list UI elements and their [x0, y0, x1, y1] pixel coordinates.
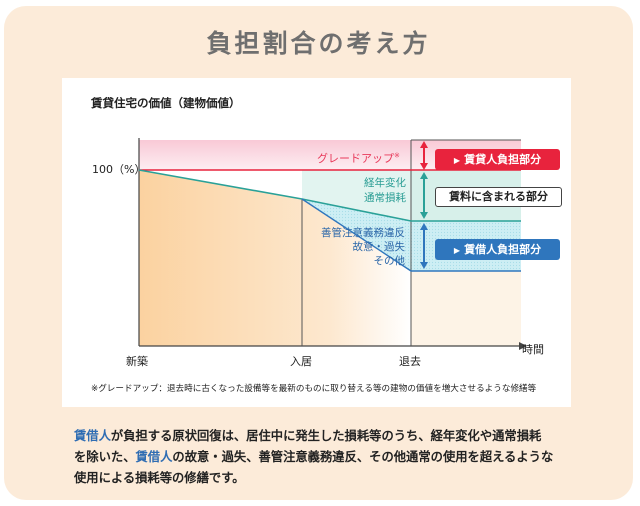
- page-title: 負担割合の考え方: [206, 29, 431, 58]
- play-icon: ▶: [453, 246, 461, 255]
- diagram-title: 賃貸住宅の価値（建物価値）: [91, 96, 241, 110]
- rent-included-tag: 賃料に含まれる部分: [435, 187, 562, 207]
- x-label-move-out: 退去: [399, 355, 421, 368]
- wear-label: 経年変化 通常損耗: [364, 177, 406, 204]
- value-diagram: [138, 138, 527, 350]
- value-decline-line: [138, 169, 521, 222]
- x-axis-arrow-icon: [519, 342, 527, 350]
- teal-double-arrow-icon: [420, 172, 428, 219]
- landlord-share-tag: ▶ 賃貸人負担部分: [435, 149, 560, 170]
- y-axis-label: 100（%）: [92, 163, 146, 176]
- grade-up-label: グレードアップ※: [317, 151, 400, 165]
- violation-label: 善管注意義務違反 故意・過失 その他: [321, 227, 405, 267]
- play-icon: ▶: [453, 156, 461, 165]
- explanation-text: 賃借人が負担する原状回復は、居住中に発生した損耗等のうち、経年変化や通常損耗 を…: [74, 429, 554, 485]
- blue-double-arrow-icon: [420, 223, 428, 269]
- wear-area: [302, 170, 411, 221]
- tenant-share-tag: ▶ 賃借人負担部分: [435, 239, 560, 260]
- background-panel: 負担割合の考え方 賃貸住宅の価値（建物価値）: [4, 6, 633, 500]
- diagram-card: 賃貸住宅の価値（建物価値）: [62, 78, 571, 407]
- x-label-new: 新築: [126, 355, 148, 368]
- violation-decline-line: [301, 198, 521, 272]
- x-label-time: 時間: [522, 343, 544, 356]
- red-double-arrow-icon: [420, 141, 428, 170]
- grade-up-footnote: ※グレードアップ：退去時に古くなった設備等を最新のものに取り替える等の建物の価値…: [91, 384, 537, 394]
- x-label-move-in: 入居: [290, 355, 312, 368]
